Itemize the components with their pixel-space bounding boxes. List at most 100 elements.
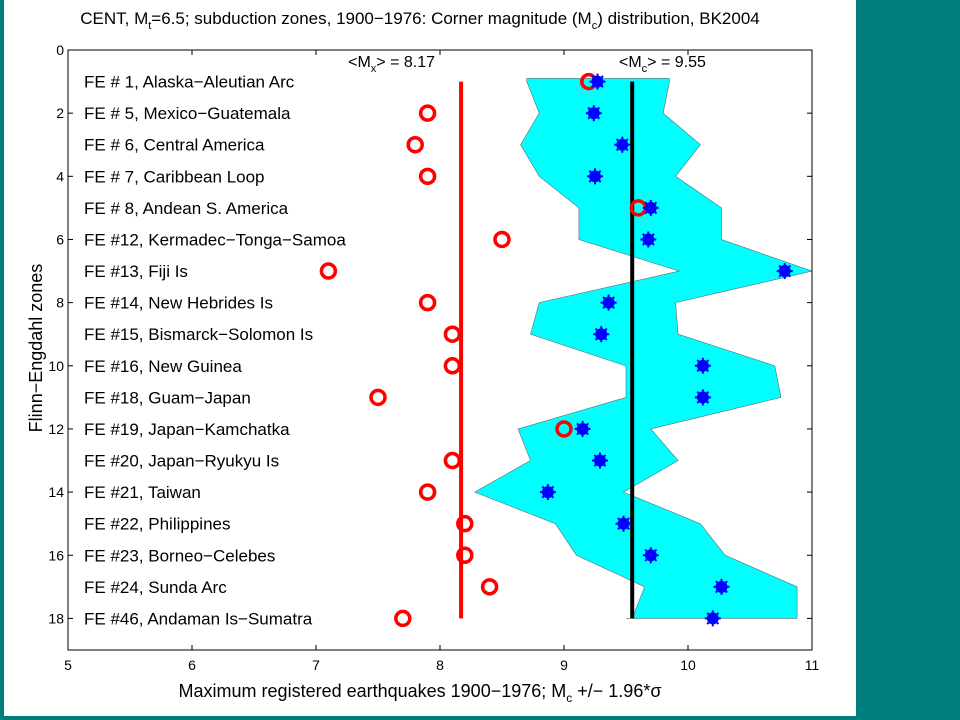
- mx-point: [555, 420, 573, 438]
- mx-point: [493, 230, 511, 249]
- mx-point: [443, 357, 462, 375]
- zone-label: FE #15, Bismarck−Solomon Is: [84, 325, 313, 344]
- mc-point: [539, 484, 556, 501]
- y-axis-ticks: 0 2 4 6 8 10 12 14 16 18: [48, 42, 812, 626]
- zone-label: FE #46, Andaman Is−Sumatra: [84, 609, 313, 628]
- y-tick-label: 16: [48, 547, 64, 563]
- mc-point-ray: [715, 580, 728, 594]
- mc-point: [704, 610, 721, 627]
- y-tick-label: 0: [56, 42, 64, 58]
- mx-point: [406, 135, 424, 154]
- mx-point: [369, 388, 387, 407]
- zone-label: FE #23, Borneo−Celebes: [84, 546, 275, 565]
- zone-labels: FE # 1, Alaska−Aleutian Arc FE # 5, Mexic…: [84, 73, 346, 629]
- mc-point-ray: [541, 485, 555, 499]
- mc-point-ray: [696, 390, 710, 404]
- mx-point: [456, 514, 474, 533]
- y-axis-label: Flinn−Engdahl zones: [26, 264, 46, 433]
- mc-point: [642, 199, 659, 216]
- zone-label: FE #12, Kermadec−Tonga−Samoa: [84, 230, 346, 249]
- mc-point-ray: [615, 138, 629, 152]
- mc-point-ray: [644, 201, 658, 215]
- mc-point: [642, 547, 659, 564]
- mx-point: [443, 325, 462, 343]
- zone-label: FE #13, Fiji Is: [84, 262, 188, 281]
- y-tick-label: 6: [56, 231, 64, 247]
- mx-point: [418, 293, 437, 312]
- zone-label: FE # 6, Central America: [84, 136, 265, 155]
- zone-label: FE #16, New Guinea: [84, 357, 242, 376]
- mx-point: [319, 262, 338, 280]
- mc-point: [574, 420, 591, 437]
- mc-point-ray: [644, 548, 658, 562]
- mc-point-ray: [706, 612, 720, 625]
- mc-point: [589, 73, 606, 90]
- zone-label: FE #24, Sunda Arc: [84, 578, 227, 597]
- zone-label: FE #22, Philippines: [84, 515, 230, 534]
- chart-title: CENT, Mt=6.5; subduction zones, 1900−197…: [80, 9, 760, 32]
- mc-point-ray: [617, 517, 630, 531]
- x-tick-label: 9: [560, 657, 568, 673]
- mx-point: [418, 167, 437, 186]
- x-tick-label: 7: [312, 657, 320, 673]
- mx-point: [443, 451, 462, 470]
- zone-label: FE # 8, Andean S. America: [84, 199, 289, 218]
- mc-confidence-band: [474, 78, 814, 619]
- x-tick-label: 11: [805, 657, 820, 673]
- mc-point-ray: [576, 422, 590, 436]
- zone-label: FE #18, Guam−Japan: [84, 388, 251, 407]
- mx-markers: [319, 72, 648, 628]
- zone-label: FE #14, New Hebrides Is: [84, 294, 273, 313]
- mc-point: [640, 231, 657, 248]
- y-tick-label: 8: [56, 295, 64, 311]
- mc-mean-label: <Mc> = 9.55: [619, 54, 706, 75]
- mc-point: [585, 105, 602, 122]
- mc-point: [776, 263, 793, 280]
- zone-label: FE # 1, Alaska−Aleutian Arc: [84, 73, 295, 92]
- zone-label: FE #21, Taiwan: [84, 483, 201, 502]
- x-axis-label: Maximum registered earthquakes 1900−1976…: [179, 681, 662, 705]
- mc-point-ray: [696, 359, 710, 373]
- y-tick-label: 2: [56, 105, 64, 121]
- y-tick-label: 10: [48, 358, 64, 374]
- mx-point: [480, 578, 499, 596]
- zone-label: FE # 5, Mexico−Guatemala: [84, 104, 291, 123]
- mx-point: [418, 104, 437, 122]
- y-tick-label: 4: [56, 168, 64, 184]
- x-tick-label: 5: [64, 657, 72, 673]
- zone-label: FE # 7, Caribbean Loop: [84, 167, 265, 186]
- zone-label: FE #20, Japan−Ryukyu Is: [84, 452, 279, 471]
- mc-point: [592, 452, 608, 469]
- mc-point-ray: [588, 169, 602, 183]
- mx-point: [418, 483, 437, 501]
- band-polygon: [474, 78, 814, 619]
- mc-point: [713, 578, 730, 595]
- mc-point-ray: [593, 454, 607, 467]
- corner-magnitude-chart: CENT, Mt=6.5; subduction zones, 1900−197…: [26, 9, 819, 705]
- y-tick-label: 12: [48, 421, 64, 437]
- mc-point: [587, 168, 603, 185]
- figure-panel: CENT, Mt=6.5; subduction zones, 1900−197…: [4, 0, 856, 716]
- mc-point-ray: [602, 296, 616, 310]
- x-tick-label: 8: [436, 657, 444, 673]
- mc-point-ray: [591, 75, 604, 88]
- x-tick-label: 6: [188, 657, 196, 673]
- mc-point-ray: [778, 264, 792, 278]
- mc-point: [615, 515, 632, 532]
- mc-point: [593, 326, 610, 343]
- mc-markers: [539, 73, 793, 627]
- x-axis-ticks: 5 6 7 8 9 10 11: [64, 50, 819, 673]
- zone-label: FE #19, Japan−Kamchatka: [84, 420, 290, 439]
- y-tick-label: 14: [48, 484, 64, 500]
- mc-point-ray: [641, 233, 655, 246]
- mc-point: [694, 389, 711, 406]
- mx-point: [394, 609, 412, 628]
- mx-point: [456, 546, 474, 565]
- mc-point: [694, 357, 711, 374]
- mx-mean-label: <Mx> = 8.17: [348, 54, 435, 75]
- x-tick-label: 10: [680, 657, 696, 673]
- mc-point: [600, 294, 617, 311]
- mc-point-ray: [587, 106, 601, 120]
- mc-point-ray: [594, 327, 608, 341]
